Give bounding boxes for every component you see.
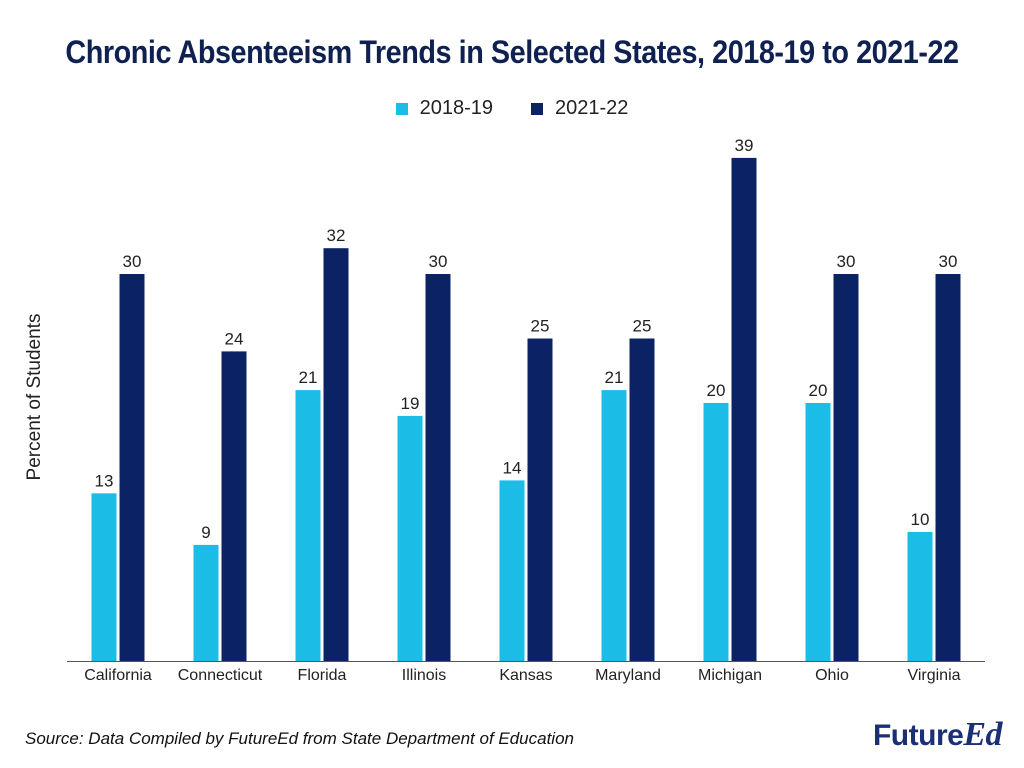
data-label-ohio-2018-19: 20 (809, 381, 828, 400)
bar-chart: Percent of Students 13 30 California 9 24 Conn… (24, 136, 985, 684)
x-tick-label-california: California (84, 667, 152, 684)
x-tick-label-ohio: Ohio (815, 667, 849, 684)
bar-virginia-2021-22 (935, 274, 961, 661)
data-label-california-2018-19: 13 (95, 471, 114, 490)
bar-kansas-2018-19 (499, 480, 525, 661)
data-label-connecticut-2021-22: 24 (225, 329, 244, 348)
bar-virginia-2018-19 (907, 532, 933, 661)
data-label-maryland-2021-22: 25 (633, 317, 652, 336)
bar-illinois-2021-22 (425, 274, 451, 661)
x-tick-label-kansas: Kansas (499, 667, 552, 684)
data-label-kansas-2021-22: 25 (531, 317, 550, 336)
bar-florida-2021-22 (323, 248, 349, 661)
bar-ohio-2021-22 (833, 274, 859, 661)
data-label-ohio-2021-22: 30 (837, 252, 856, 271)
futureed-logo: FutureEd (872, 716, 1003, 754)
legend-label-2021-22: 2021-22 (555, 97, 629, 119)
data-label-florida-2018-19: 21 (299, 368, 318, 387)
logo-text-main: Future (872, 719, 964, 752)
bar-kansas-2021-22 (527, 338, 553, 661)
y-axis-label: Percent of Students (24, 314, 45, 481)
bar-connecticut-2018-19 (193, 544, 219, 661)
data-label-virginia-2018-19: 10 (911, 510, 930, 529)
data-label-california-2021-22: 30 (123, 252, 142, 271)
bar-maryland-2021-22 (629, 338, 655, 661)
legend-label-2018-19: 2018-19 (419, 97, 493, 119)
bar-illinois-2018-19 (397, 415, 423, 661)
data-label-illinois-2018-19: 19 (401, 394, 420, 413)
legend-swatch-2018-19 (395, 102, 408, 115)
logo-text-accent: Ed (963, 716, 1002, 753)
bar-michigan-2021-22 (731, 157, 757, 661)
x-tick-label-florida: Florida (298, 667, 347, 684)
bar-connecticut-2021-22 (221, 351, 247, 661)
source-note: Source: Data Compiled by FutureEd from S… (25, 729, 574, 748)
x-tick-label-maryland: Maryland (595, 667, 661, 684)
data-label-kansas-2018-19: 14 (503, 458, 522, 477)
data-label-illinois-2021-22: 30 (429, 252, 448, 271)
x-tick-label-connecticut: Connecticut (178, 667, 263, 684)
bar-michigan-2018-19 (703, 403, 729, 661)
data-label-michigan-2021-22: 39 (735, 136, 754, 155)
legend-item-2021-22: 2021-22 (531, 97, 628, 120)
data-label-virginia-2021-22: 30 (939, 252, 958, 271)
legend-item-2018-19: 2018-19 (395, 97, 493, 120)
data-label-maryland-2018-19: 21 (605, 368, 624, 387)
bar-maryland-2018-19 (601, 390, 627, 661)
x-tick-label-michigan: Michigan (698, 667, 762, 684)
data-label-florida-2021-22: 32 (327, 226, 346, 245)
bar-california-2021-22 (119, 274, 145, 661)
chart-title: Chronic Absenteeism Trends in Selected S… (65, 34, 959, 70)
legend-swatch-2021-22 (531, 102, 543, 115)
chart-legend: 2018-19 2021-22 (0, 97, 1024, 120)
bar-florida-2018-19 (295, 390, 321, 661)
bar-ohio-2018-19 (805, 403, 831, 661)
x-tick-label-virginia: Virginia (907, 667, 960, 684)
x-tick-label-illinois: Illinois (402, 667, 446, 684)
data-label-connecticut-2018-19: 9 (201, 523, 210, 542)
bar-california-2018-19 (91, 493, 117, 661)
data-label-michigan-2018-19: 20 (707, 381, 726, 400)
